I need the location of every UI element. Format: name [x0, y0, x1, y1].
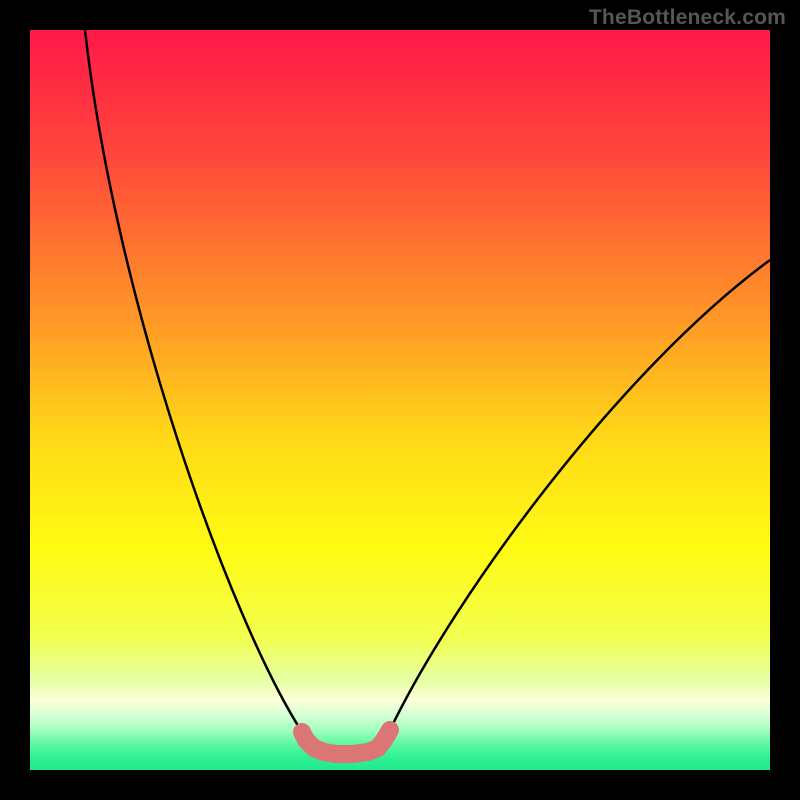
chart-svg: [0, 0, 800, 800]
watermark-text: TheBottleneck.com: [589, 6, 786, 30]
plot-background: [30, 30, 770, 770]
